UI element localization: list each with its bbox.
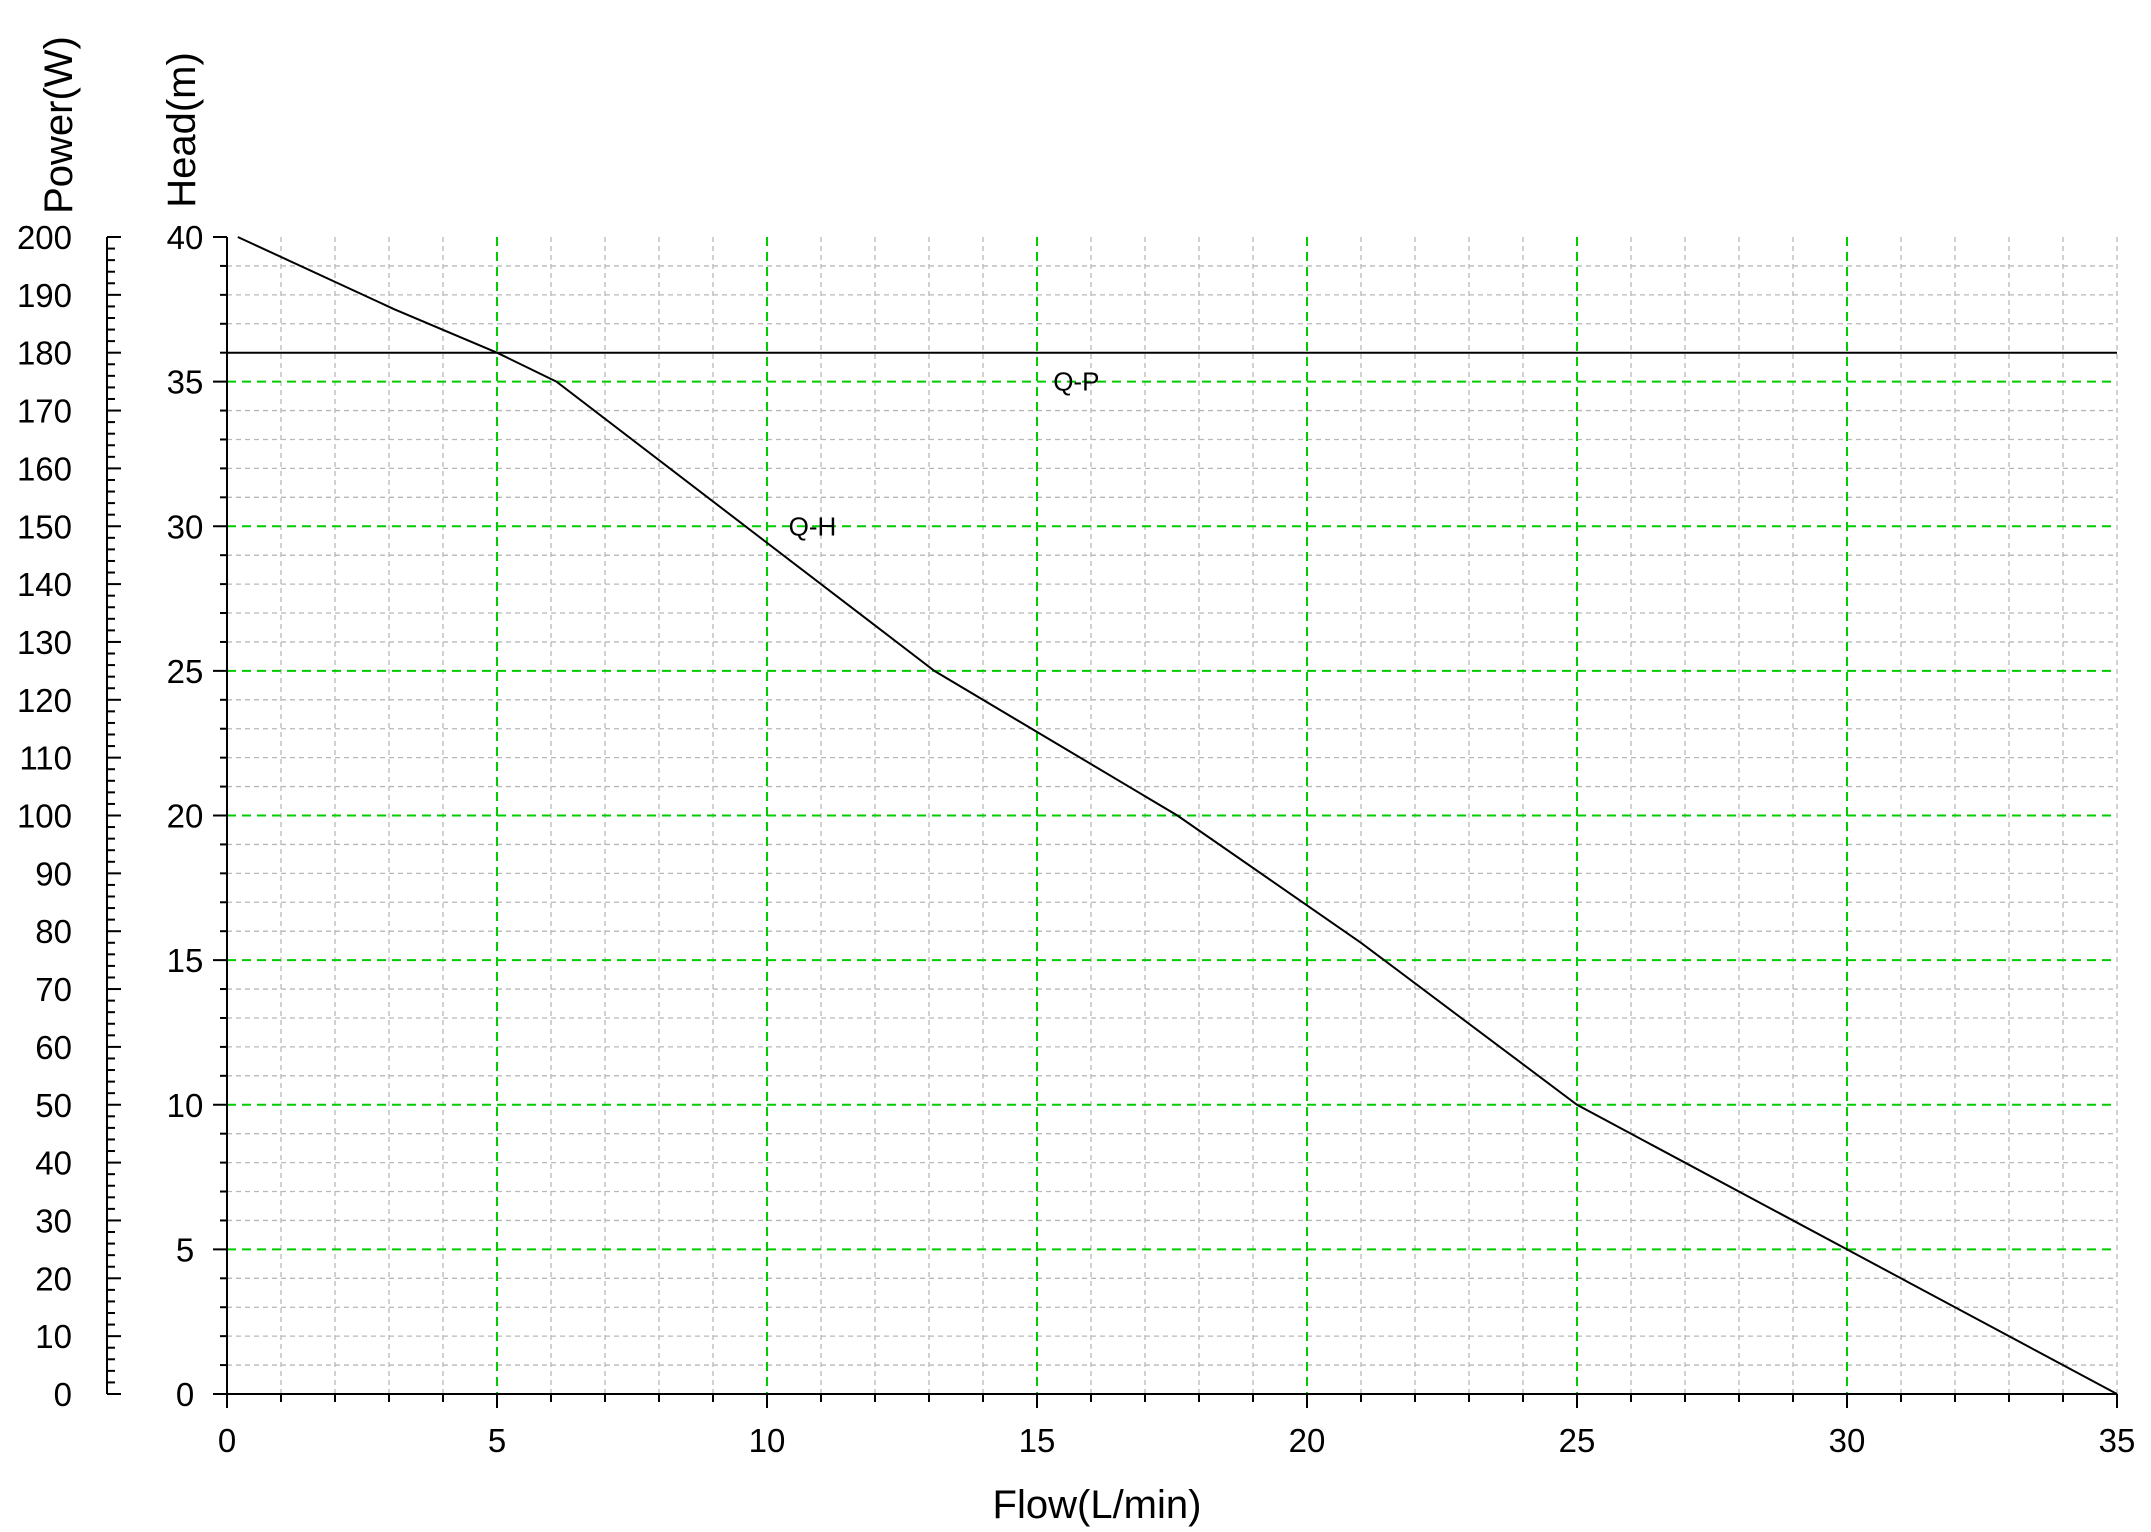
head-tick-label: 0 [176,1376,194,1413]
head-tick-label: 20 [167,798,204,835]
power-tick-label: 60 [35,1029,72,1066]
power-tick-label: 120 [17,682,72,719]
x-tick-label: 25 [1559,1422,1596,1459]
x-tick-label: 5 [488,1422,506,1459]
curves [227,236,2118,1395]
power-tick-label: 200 [17,219,72,256]
x-tick-label: 0 [218,1422,236,1459]
head-tick-label: 10 [167,1087,204,1124]
head-tick-label: 25 [167,653,204,690]
head-tick-label: 40 [167,219,204,256]
x-tick-label: 35 [2099,1422,2136,1459]
x-tick-label: 15 [1019,1422,1056,1459]
power-tick-label: 20 [35,1260,72,1297]
x-tick-label: 30 [1829,1422,1866,1459]
power-axis-title: Power(W) [37,36,81,214]
curve-q-h [237,236,2118,1395]
power-tick-label: 30 [35,1202,72,1239]
head-tick-label: 35 [167,364,204,401]
power-tick-label: 180 [17,335,72,372]
power-tick-label: 190 [17,277,72,314]
head-tick-label: 15 [167,942,204,979]
power-tick-label: 130 [17,624,72,661]
power-tick-label: 150 [17,508,72,545]
head-axis-title: Head(m) [160,52,204,208]
x-tick-label: 20 [1289,1422,1326,1459]
power-tick-label: 110 [19,740,72,777]
curve-label-q-h: Q-H [789,511,837,541]
curve-label-q-p: Q-P [1053,367,1099,397]
power-tick-label: 140 [17,566,72,603]
power-tick-label: 50 [35,1087,72,1124]
power-tick-label: 70 [35,971,72,1008]
power-tick-label: 40 [35,1145,72,1182]
power-tick-label: 80 [35,913,72,950]
major-grid [227,237,2117,1394]
axes [106,236,2118,1408]
power-tick-label: 10 [35,1318,72,1355]
head-tick-label: 5 [176,1231,194,1268]
x-axis-title: Flow(L/min) [993,1483,1202,1527]
power-tick-label: 100 [17,798,72,835]
power-tick-label: 90 [35,855,72,892]
x-tick-label: 10 [749,1422,786,1459]
power-tick-label: 160 [17,450,72,487]
power-tick-label: 0 [54,1376,72,1413]
head-tick-label: 30 [167,508,204,545]
labels: 0 5 10 15 20 25 30 35 Flow(L/min) 0 5 10 15 20 25 30 35 4… [17,36,2135,1527]
power-tick-label: 170 [17,393,72,430]
